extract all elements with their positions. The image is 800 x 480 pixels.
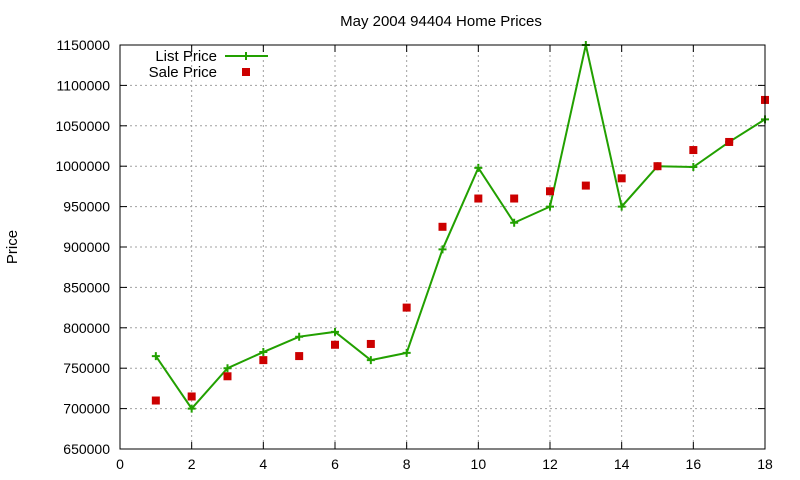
y-tick-label: 700000	[63, 401, 110, 417]
y-tick-label: 850000	[63, 279, 110, 295]
list-price-point	[617, 202, 626, 211]
list-price-point	[510, 218, 519, 227]
legend-label-sale-price: Sale Price	[149, 64, 217, 81]
sale-price-point	[223, 372, 232, 381]
sale-price-point	[295, 352, 304, 361]
list-price-point	[689, 163, 698, 172]
y-tick-label: 900000	[63, 239, 110, 255]
x-tick-label: 0	[116, 456, 124, 472]
sale-price-point	[259, 356, 268, 365]
sale-price-point	[187, 392, 196, 401]
x-tick-label: 4	[259, 456, 267, 472]
sale-price-point	[617, 174, 626, 183]
legend-marker-list-price	[242, 52, 250, 60]
sale-price-point	[581, 181, 590, 190]
y-tick-label: 1100000	[57, 77, 111, 93]
x-tick-label: 10	[471, 456, 487, 472]
legend-marker-sale-price	[242, 68, 250, 76]
y-tick-label: 800000	[63, 320, 110, 336]
plot-series	[151, 41, 769, 413]
list-price-point	[295, 332, 304, 341]
x-tick-label: 16	[686, 456, 702, 472]
list-price-point	[438, 245, 447, 254]
y-axis-ticks: 650000 700000 750000 800000 850000 900000 9500…	[55, 37, 765, 457]
y-tick-label: 950000	[63, 199, 110, 215]
x-tick-label: 12	[542, 456, 558, 472]
x-tick-label: 14	[614, 456, 630, 472]
sale-price-point	[438, 222, 447, 231]
y-axis-label: Price	[4, 230, 21, 264]
sale-price-point	[725, 137, 734, 146]
x-tick-label: 6	[331, 456, 339, 472]
list-price-point	[366, 356, 375, 365]
list-price-point	[187, 404, 196, 413]
sale-price-point	[474, 194, 483, 203]
sale-price-point	[546, 187, 554, 196]
x-tick-label: 2	[188, 456, 196, 472]
sale-price-point	[689, 146, 698, 155]
sale-price-point	[151, 396, 160, 405]
list-price-point	[223, 364, 232, 373]
list-price-point	[151, 352, 160, 361]
y-tick-label: 650000	[63, 441, 110, 457]
legend-label-list-price: List Price	[155, 48, 217, 65]
x-axis-ticks: 0 2 4 6 8 10 12 14 16 18	[116, 45, 773, 472]
list-price-point	[331, 327, 339, 336]
sale-price-point	[653, 162, 662, 171]
list-price-point	[259, 348, 268, 357]
plot-frame	[119, 44, 766, 450]
gridlines	[120, 45, 765, 449]
y-tick-label: 750000	[63, 360, 110, 376]
sale-price-point	[366, 339, 375, 348]
sale-price-point	[402, 303, 411, 312]
sale-price-point	[510, 194, 519, 203]
x-tick-label: 18	[757, 456, 773, 472]
sale-price-point	[331, 340, 339, 349]
list-price-point	[402, 348, 411, 357]
list-price-point	[474, 163, 483, 172]
y-tick-label: 1000000	[55, 158, 110, 174]
x-tick-label: 8	[403, 456, 411, 472]
list-price-point	[546, 202, 554, 211]
list-price-line	[155, 44, 766, 411]
chart-title: May 2004 94404 Home Prices	[340, 13, 542, 30]
y-tick-label: 1050000	[55, 118, 110, 134]
y-tick-label: 1150000	[57, 37, 111, 53]
